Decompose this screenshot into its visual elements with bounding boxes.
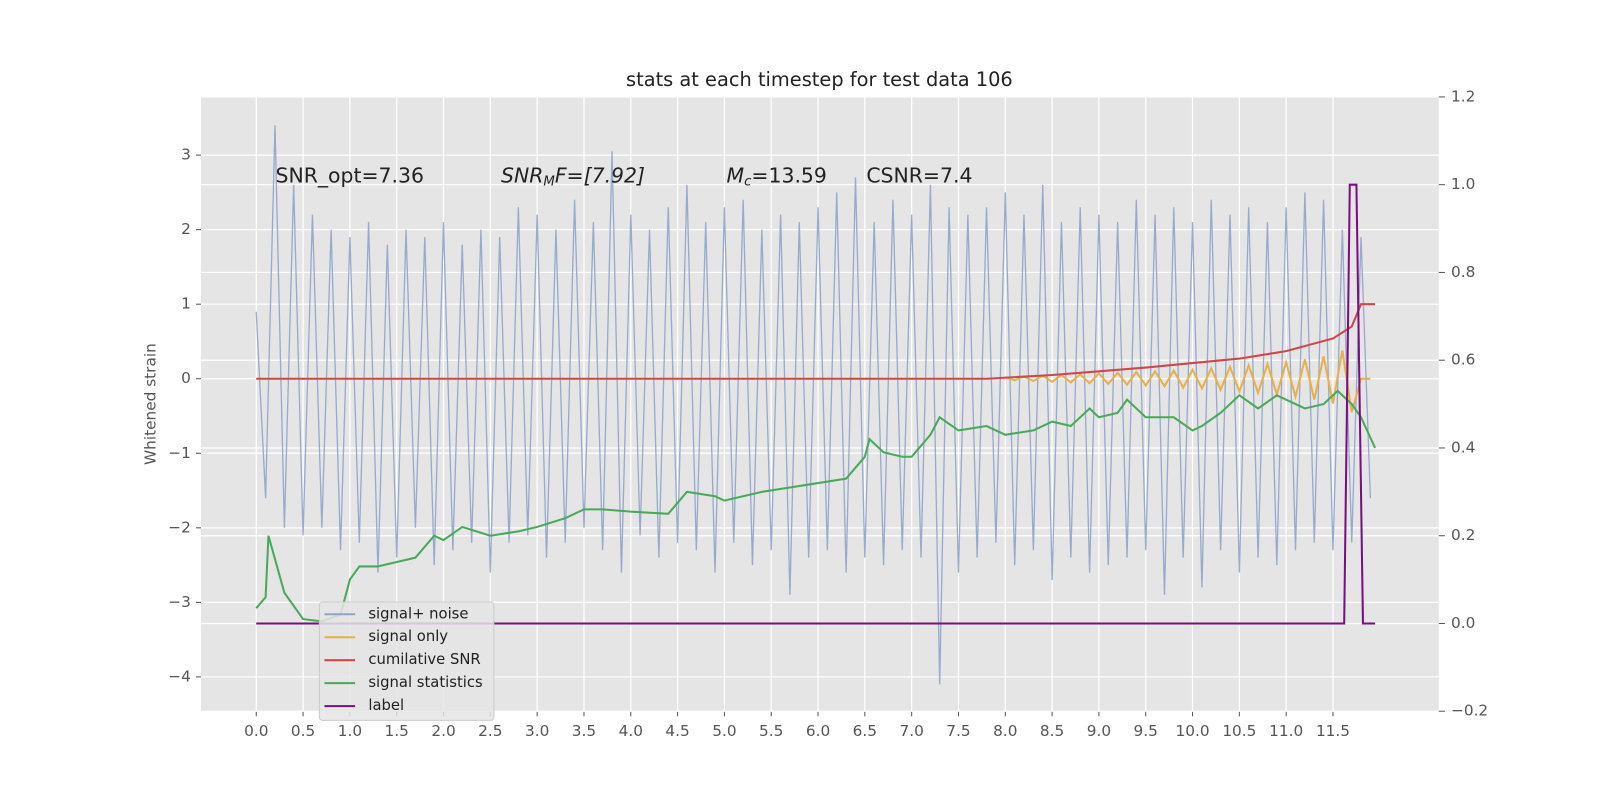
x-tick-label: 1.0 [338,722,362,740]
annotation-part: c [744,175,752,190]
legend-box [318,601,495,721]
x-tick-label: 3.5 [572,722,596,740]
legend-label: label [368,697,404,714]
x-tick-label: 8.0 [993,722,1017,740]
x-tick-label: 0.5 [291,722,315,740]
y2-tick-label: 0.8 [1451,263,1475,281]
x-tick-label: 11.0 [1269,722,1303,740]
series-line [255,389,1377,623]
y-tick-label: 0 [181,369,191,387]
annotation: SNR_opt=7.36 [276,164,424,189]
legend-label: cumilative SNR [368,651,480,668]
legend-label: signal only [368,628,448,645]
series-line [255,125,1372,685]
series-line [256,303,1376,380]
y-tick-label: 3 [181,146,191,164]
x-tick-label: 1.5 [385,722,409,740]
y2-tick-label: 0.4 [1451,438,1475,456]
annotation: CSNR=7.4 [866,164,972,188]
y2-tick-label: −0.2 [1451,702,1488,720]
x-tick-label: 6.5 [853,722,877,740]
y2-tick-label: 0.0 [1451,614,1475,632]
annotation-part: =13.59 [751,164,826,188]
y2-tick-label: 1.0 [1451,175,1475,193]
x-tick-label: 8.5 [1040,722,1064,740]
x-tick-label: 9.5 [1134,722,1158,740]
x-tick-label: 11.5 [1316,722,1350,740]
legend-label: signal statistics [368,674,482,691]
x-tick-label: 10.0 [1176,722,1210,740]
y-tick-label: −3 [168,593,191,611]
x-tick-label: 9.0 [1087,722,1111,740]
x-tick-label: 5.5 [759,722,783,740]
chart-title: stats at each timestep for test data 106 [626,68,1013,91]
annotation-part: M [727,164,745,188]
annotation-part: F=[7.92] [555,164,645,188]
x-tick-label: 3.0 [525,722,549,740]
y2-tick-label: 0.6 [1451,351,1475,369]
x-tick-label: 10.5 [1222,722,1256,740]
y-tick-label: −2 [168,518,191,536]
y-axis-label: Whitened strain [142,343,160,465]
y2-tick-label: 0.2 [1451,526,1475,544]
y-tick-label: 1 [181,295,191,313]
annotation: SNRMF=[7.92] [501,164,645,190]
x-tick-label: 2.0 [431,722,455,740]
series-line [256,183,1376,625]
annotation-part: M [543,175,555,190]
annotation-part: SNR_opt=7.36 [276,164,424,189]
x-tick-label: 7.0 [899,722,923,740]
x-tick-label: 4.0 [619,722,643,740]
annotation: Mc=13.59 [727,164,827,190]
y-tick-label: −4 [168,667,191,685]
x-tick-label: 5.0 [712,722,736,740]
y-tick-label: −1 [168,444,191,462]
x-tick-label: 7.5 [946,722,970,740]
x-tick-label: 4.5 [665,722,689,740]
y2-tick-label: 1.2 [1451,87,1475,105]
y-tick-label: 2 [181,220,191,238]
x-tick-label: 2.5 [478,722,502,740]
x-tick-label: 6.0 [806,722,830,740]
annotation-part: CSNR=7.4 [866,164,972,188]
x-tick-label: 0.0 [244,722,268,740]
series-line [1004,350,1371,413]
annotation-part: SNR [501,164,543,188]
legend-label: signal+ noise [368,605,468,622]
